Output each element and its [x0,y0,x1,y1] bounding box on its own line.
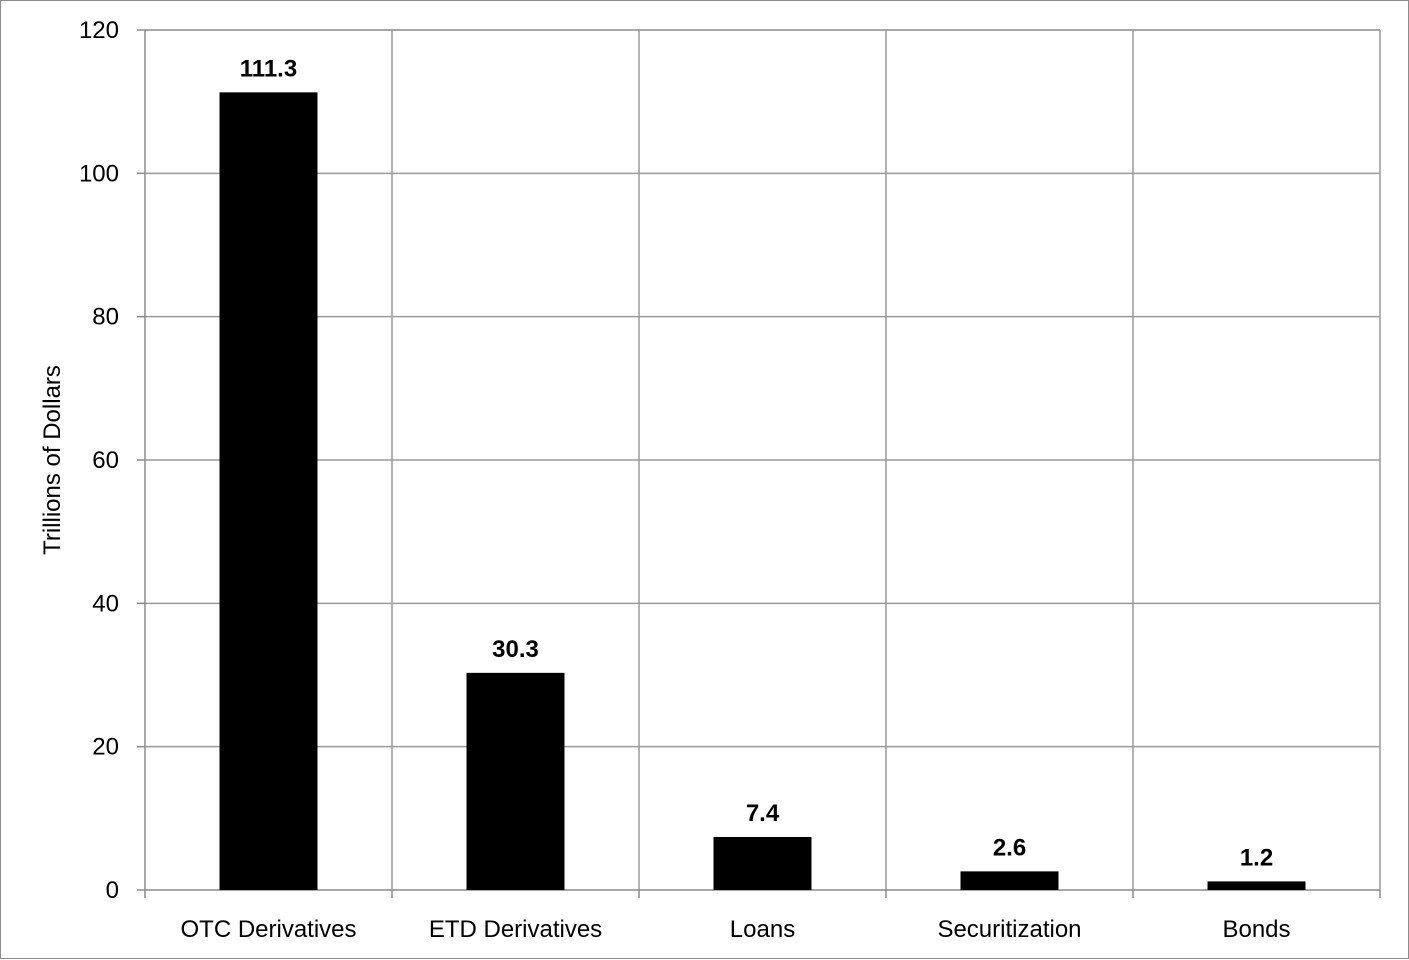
y-tick-label: 80 [92,304,119,331]
x-category-label: Bonds [1222,916,1290,943]
labels: 0 20 40 60 80 100 120 111.3 OTC Derivatives 30.3 E… [79,17,1291,943]
data-label: 7.4 [746,800,780,827]
bar-etd-derivatives [466,672,565,890]
y-tick-label: 60 [92,447,119,474]
data-label: 30.3 [492,636,539,663]
data-label: 111.3 [240,55,297,82]
bar-securitization [960,871,1059,890]
y-axis-title: Trillions of Dollars [39,365,66,555]
grid-lines [145,29,1381,890]
bar-otc-derivatives [219,92,318,891]
axes [137,29,1381,898]
data-label: 1.2 [1240,844,1273,871]
bar-bonds [1207,881,1306,890]
y-tick-label: 100 [79,160,119,187]
y-tick-label: 120 [79,17,119,44]
x-category-label: ETD Derivatives [429,916,602,943]
x-category-label: Securitization [937,916,1081,943]
x-category-label: Loans [730,916,795,943]
bars [219,92,1306,891]
x-category-label: OTC Derivatives [180,916,356,943]
y-tick-label: 40 [92,590,119,617]
y-tick-label: 20 [92,734,119,761]
y-tick-label: 0 [106,877,119,904]
data-label: 2.6 [993,834,1026,861]
bar-loans [713,836,812,890]
